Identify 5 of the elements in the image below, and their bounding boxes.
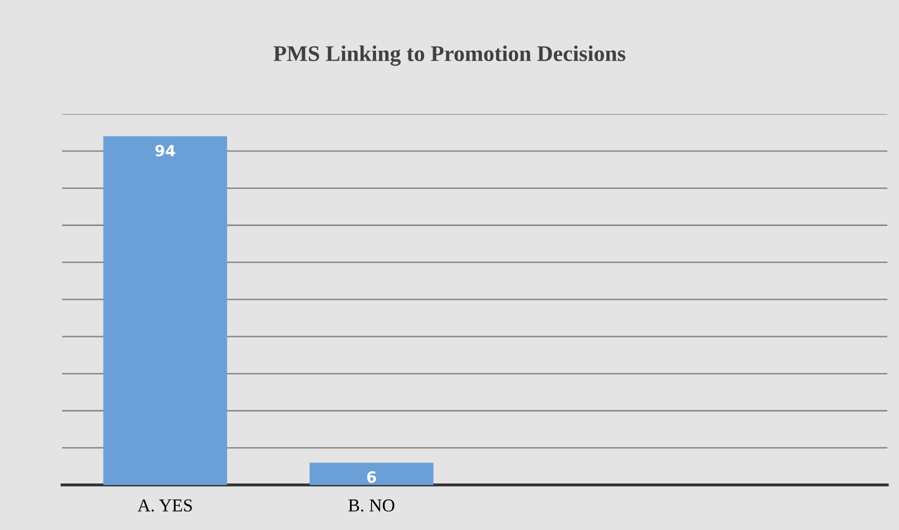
x-tick-label: B. NO bbox=[348, 499, 394, 512]
x-tick-label: A. YES bbox=[138, 499, 192, 512]
data-label: 6 bbox=[367, 471, 376, 483]
data-label: 94 bbox=[155, 144, 176, 156]
chart-title: PMS Linking to Promotion Decisions bbox=[274, 45, 626, 66]
